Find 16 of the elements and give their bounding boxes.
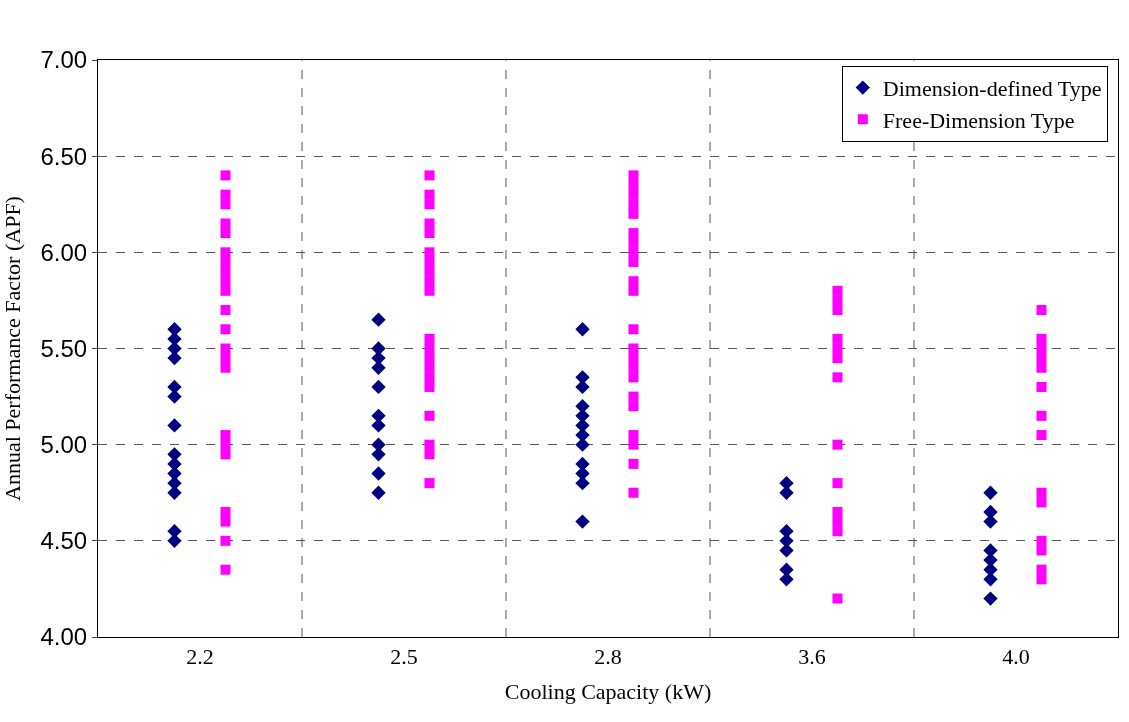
- y-tick-label: 4.50: [40, 527, 88, 555]
- y-axis-title: Annual Performance Factor (APF): [0, 196, 25, 501]
- x-tick-label: 2.8: [594, 644, 622, 670]
- legend-label: Dimension-defined Type: [882, 76, 1102, 102]
- legend-label: Free-Dimension Type: [882, 107, 1075, 133]
- y-tick-label: 5.00: [40, 431, 88, 459]
- y-tick-label: 5.50: [40, 334, 88, 362]
- x-tick-label: 4.0: [1002, 644, 1030, 670]
- x-tick-label: 2.5: [390, 644, 418, 670]
- y-tick-label: 7.00: [40, 46, 88, 74]
- x-tick-label: 2.2: [186, 644, 214, 670]
- x-axis-title: Cooling Capacity (kW): [504, 679, 712, 705]
- y-tick-label: 4.00: [40, 623, 88, 651]
- y-tick-label: 6.00: [40, 238, 88, 266]
- x-tick-label: 3.6: [798, 644, 826, 670]
- y-tick-label: 6.50: [40, 142, 88, 170]
